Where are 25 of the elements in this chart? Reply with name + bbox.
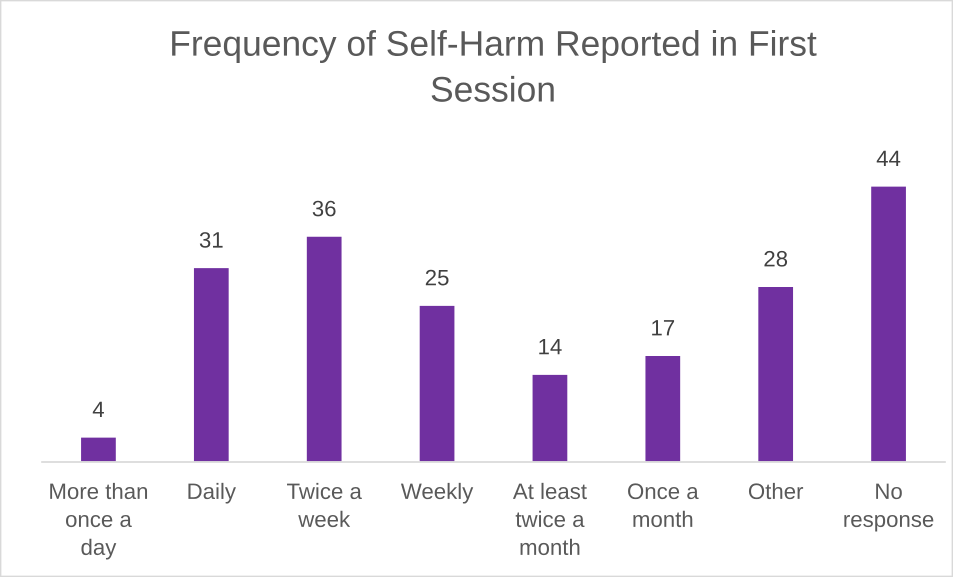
bar xyxy=(80,436,118,462)
data-label: 36 xyxy=(312,200,336,216)
x-tick-label: Other xyxy=(748,482,804,500)
bar xyxy=(418,304,456,462)
bar xyxy=(531,373,569,462)
x-tick-label: Daily xyxy=(188,482,236,504)
chart-title: Frequency of Self-Harm Reported in First Session xyxy=(172,30,817,102)
bar xyxy=(192,266,230,462)
bar xyxy=(870,185,908,462)
data-label: 31 xyxy=(200,232,223,248)
data-label: 44 xyxy=(876,150,900,166)
data-label: 14 xyxy=(539,338,562,354)
data-label: 28 xyxy=(764,250,788,267)
data-label: 17 xyxy=(652,320,674,336)
x-tick-label: No response xyxy=(844,484,934,532)
x-tick-label: More than once a day xyxy=(50,482,148,560)
bar xyxy=(756,286,794,462)
bar xyxy=(644,354,682,462)
x-tick-label: At least twice a month xyxy=(512,482,587,556)
x-tick-label: Weekly xyxy=(400,482,474,504)
bar xyxy=(305,235,343,462)
x-tick-label: Twice a week xyxy=(287,482,362,528)
data-label: 25 xyxy=(426,270,448,286)
x-tick-label: Once a month xyxy=(628,483,699,528)
data-label: 4 xyxy=(92,402,104,418)
